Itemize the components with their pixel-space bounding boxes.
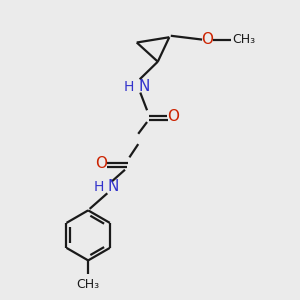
Text: N: N bbox=[138, 79, 150, 94]
Text: N: N bbox=[108, 179, 119, 194]
Text: O: O bbox=[167, 109, 179, 124]
Text: CH₃: CH₃ bbox=[232, 33, 256, 46]
Text: H: H bbox=[93, 180, 104, 194]
Text: O: O bbox=[95, 156, 107, 171]
Text: H: H bbox=[123, 80, 134, 94]
Text: O: O bbox=[201, 32, 213, 47]
Text: CH₃: CH₃ bbox=[76, 278, 100, 291]
